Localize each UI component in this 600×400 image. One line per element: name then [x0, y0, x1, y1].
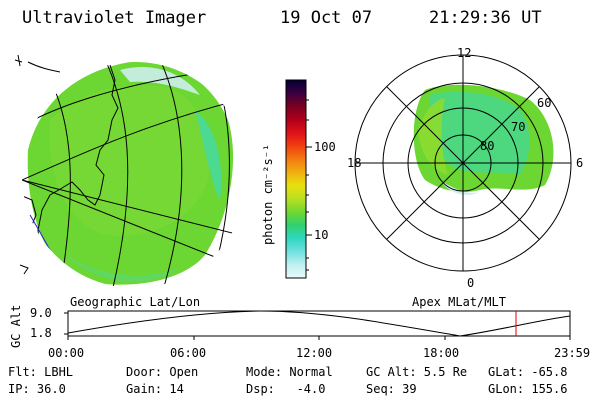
altitude-ytick-min: 1.8 [30, 326, 52, 340]
altitude-ytick-max: 9.0 [30, 306, 52, 320]
apex-caption: Apex MLat/MLT [412, 295, 506, 309]
colorbar-tick-10: 10 [314, 228, 329, 242]
date-label: 19 Oct 07 [280, 8, 373, 28]
mlat-label-80: 80 [480, 139, 495, 153]
mlat-label-70: 70 [511, 120, 526, 134]
coast-fragment [14, 54, 23, 67]
mlt-label-6: 6 [576, 156, 584, 170]
seq-status: Seq: 39 [366, 382, 417, 396]
altitude-xtick: 12:00 [296, 346, 333, 360]
geographic-map-panel [14, 54, 248, 288]
time-label: 21:29:36 UT [429, 8, 542, 28]
altitude-xtick: 06:00 [170, 346, 207, 360]
colorbar-scale [285, 79, 307, 279]
altitude-curve [67, 310, 571, 337]
gc-alt-status: GC Alt: 5.5 Re [366, 365, 468, 379]
instrument-title: Ultraviolet Imager [22, 8, 207, 28]
mlt-label-12: 12 [457, 46, 472, 60]
glon-status: GLon: 155.6 [488, 382, 568, 396]
colorbar-ticks [306, 99, 312, 271]
mode-status: Mode: Normal [246, 365, 333, 379]
altitude-xtick: 00:00 [48, 346, 85, 360]
mlt-label-18: 18 [347, 156, 362, 170]
altitude-plot [64, 310, 571, 340]
colorbar-unit-label: photon cm⁻²s⁻¹ [261, 143, 275, 245]
polar-mlt-panel [354, 54, 572, 272]
dsp-status: Dsp: -4.0 [246, 382, 326, 396]
ip-status: IP: 36.0 [8, 382, 66, 396]
filter-status: Flt: LBHL [8, 365, 74, 379]
gain-status: Gain: 14 [126, 382, 184, 396]
colorbar-tick-100: 100 [314, 140, 336, 154]
altitude-xtick: 18:00 [423, 346, 460, 360]
door-status: Door: Open [126, 365, 199, 379]
altitude-plot-frame [67, 310, 571, 337]
altitude-x-ticks [64, 312, 571, 340]
mlt-label-0: 0 [467, 276, 475, 290]
colorbar [285, 79, 312, 279]
geographic-caption: Geographic Lat/Lon [70, 295, 201, 309]
glat-status: GLat: -65.8 [488, 365, 568, 379]
altitude-xtick: 23:59 [554, 346, 591, 360]
mlat-label-60: 60 [537, 96, 552, 110]
altitude-ylabel: GC Alt [9, 304, 23, 348]
